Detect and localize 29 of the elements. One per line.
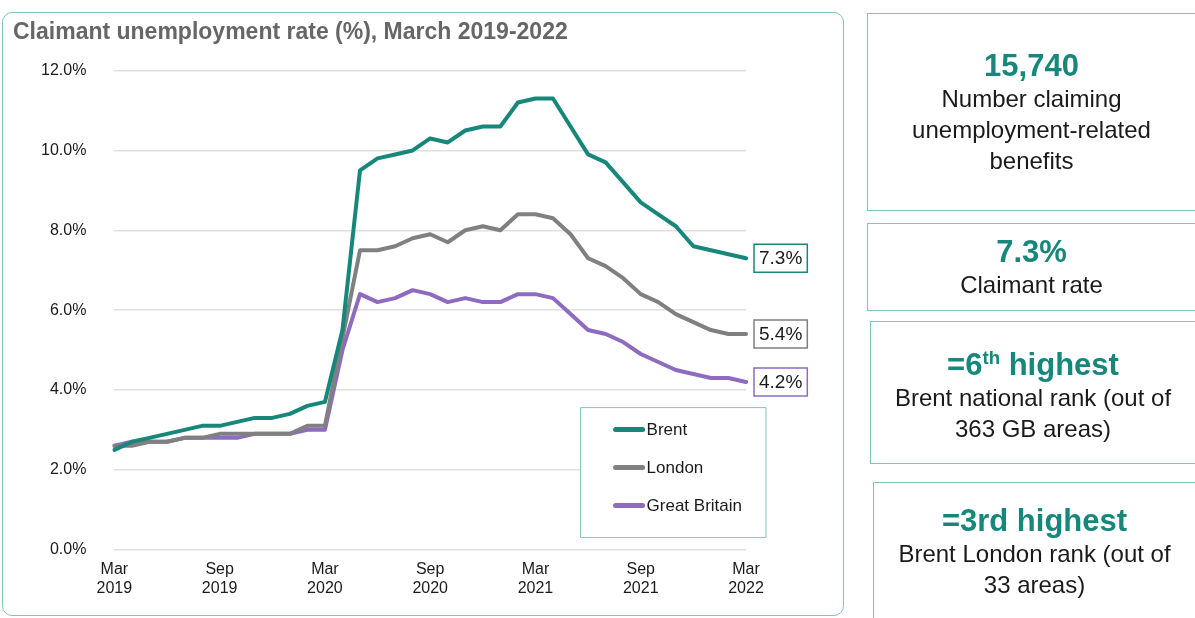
text: Brent London rank (out of 33 areas) bbox=[897, 539, 1172, 600]
y-tick-label: 4.0% bbox=[49, 380, 87, 398]
data-label: 7.3% bbox=[759, 247, 803, 269]
y-tick-label: 10.0% bbox=[40, 140, 87, 158]
x-tick-label: Mar 2022 bbox=[728, 559, 764, 596]
text: Number claiming unemployment-related benefits bbox=[911, 83, 1152, 176]
x-tick-label: Sep 2020 bbox=[412, 559, 449, 596]
text: =3rd highest bbox=[941, 503, 1128, 538]
text: Claimant rate bbox=[960, 269, 1103, 300]
data-label: 4.2% bbox=[759, 371, 803, 393]
y-tick-label: 8.0% bbox=[49, 220, 87, 238]
x-tick-label: Mar 2020 bbox=[307, 559, 343, 596]
legend-label: London bbox=[646, 458, 704, 478]
text: 7.3% bbox=[996, 233, 1067, 269]
text: Brent national rank (out of 363 GB areas) bbox=[893, 383, 1173, 445]
legend-label: Brent bbox=[646, 420, 688, 440]
x-tick-label: Sep 2021 bbox=[622, 559, 659, 596]
data-label: 5.4% bbox=[759, 323, 803, 345]
x-tick-label: Mar 2021 bbox=[517, 559, 554, 596]
legend-label: Great Britain bbox=[646, 496, 743, 516]
y-tick-label: 0.0% bbox=[49, 540, 87, 558]
chart-title: Claimant unemployment rate (%), March 2019-2022 bbox=[13, 18, 568, 45]
text: 15,740 bbox=[984, 47, 1079, 83]
y-tick-label: 12.0% bbox=[40, 61, 87, 79]
y-tick-label: 2.0% bbox=[49, 460, 87, 478]
x-tick-label: Mar 2019 bbox=[96, 559, 133, 596]
text: =6$^{th}$ highest bbox=[947, 345, 1119, 383]
y-tick-label: 6.0% bbox=[49, 300, 87, 318]
x-tick-label: Sep 2019 bbox=[201, 559, 238, 596]
